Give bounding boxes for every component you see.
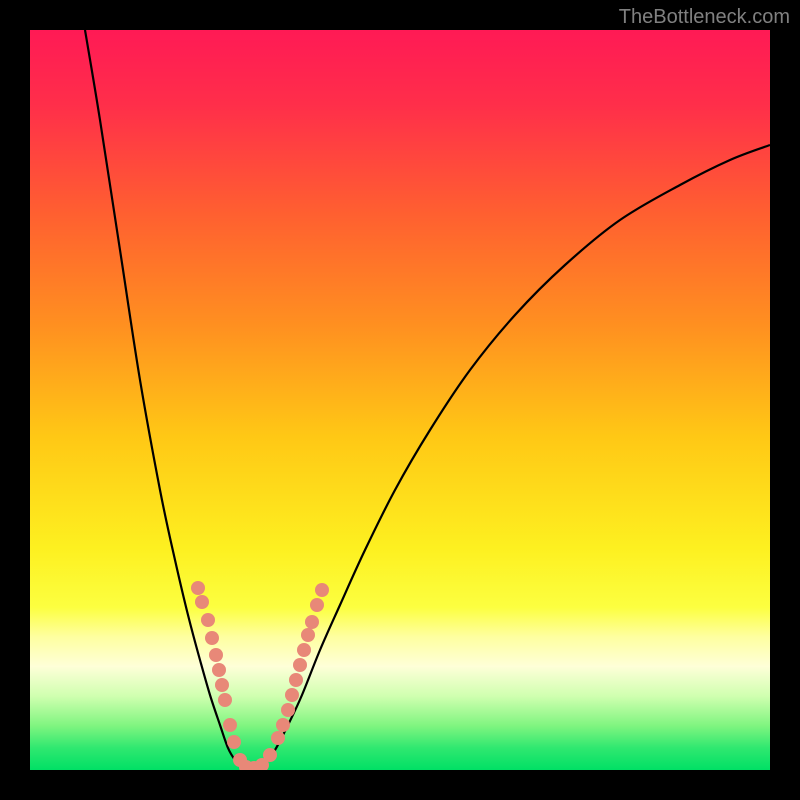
data-marker (227, 735, 241, 749)
data-marker (218, 693, 232, 707)
data-markers (191, 581, 329, 770)
data-marker (223, 718, 237, 732)
data-marker (215, 678, 229, 692)
data-marker (310, 598, 324, 612)
data-marker (209, 648, 223, 662)
data-marker (271, 731, 285, 745)
data-marker (195, 595, 209, 609)
data-marker (263, 748, 277, 762)
data-marker (315, 583, 329, 597)
data-marker (293, 658, 307, 672)
data-marker (305, 615, 319, 629)
data-marker (191, 581, 205, 595)
data-marker (212, 663, 226, 677)
chart-container (30, 30, 770, 770)
curve-overlay (30, 30, 770, 770)
data-marker (285, 688, 299, 702)
data-marker (301, 628, 315, 642)
data-marker (205, 631, 219, 645)
watermark-text: TheBottleneck.com (619, 6, 790, 29)
data-marker (201, 613, 215, 627)
v-curve (85, 30, 770, 769)
data-marker (276, 718, 290, 732)
data-marker (289, 673, 303, 687)
data-marker (281, 703, 295, 717)
data-marker (297, 643, 311, 657)
